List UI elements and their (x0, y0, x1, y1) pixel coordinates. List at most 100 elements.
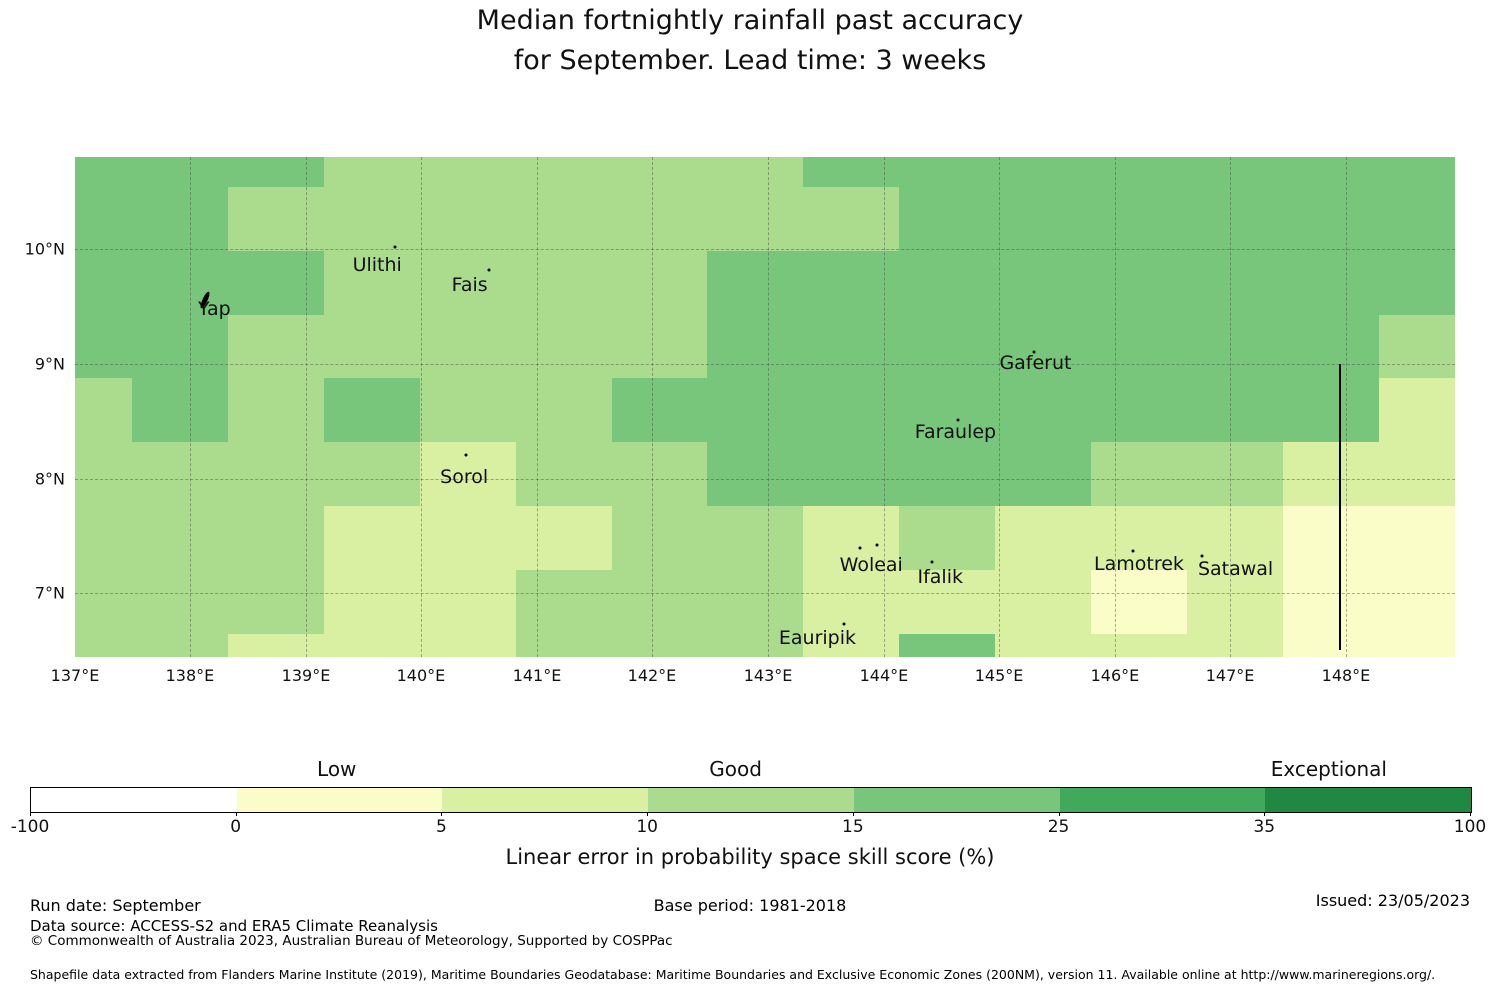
colorbar-category-exceptional: Exceptional (1270, 757, 1387, 781)
map-cell (1187, 570, 1284, 634)
map-cell (131, 315, 229, 378)
map-cell (420, 157, 517, 187)
map-cell (611, 315, 708, 378)
colorbar-category-low: Low (317, 757, 357, 781)
map-cell (1283, 634, 1379, 657)
colorbar-tick-label: -100 (10, 817, 50, 837)
map-cell (802, 251, 899, 315)
colorbar-tick-label: 5 (436, 817, 447, 837)
latitude-gridline (75, 249, 1455, 250)
map-cell (995, 506, 1091, 570)
map-cell (131, 187, 229, 251)
eez-boundary-line (1339, 364, 1342, 650)
map-cell (1090, 442, 1187, 506)
run-date-text: Run date: September (30, 896, 201, 915)
map-cell (1090, 570, 1187, 634)
island-label-faraulep: Faraulep (914, 421, 997, 443)
map-cell (1187, 634, 1284, 657)
map-cell (898, 187, 996, 251)
map-cell (611, 251, 708, 315)
faraulep-island-marker (956, 418, 960, 422)
map-cell (516, 157, 612, 187)
longitude-gridline (189, 157, 191, 657)
map-cell (1187, 378, 1284, 442)
longitude-gridline (306, 157, 307, 657)
map-cell (75, 378, 132, 442)
map-cell (420, 378, 517, 442)
map-cell (1090, 187, 1187, 251)
chart-title-line2: for September. Lead time: 3 weeks (513, 45, 987, 76)
y-tick-label: 10°N (24, 239, 65, 259)
colorbar-tick-label: 10 (636, 817, 658, 837)
colorbar-category-good: Good (709, 757, 762, 781)
map-cell (131, 378, 229, 442)
map-cell (323, 157, 420, 187)
island-label-fais: Fais (451, 274, 488, 296)
satawal-island-marker (1200, 554, 1204, 558)
map-cell (802, 570, 899, 634)
map-cell (1187, 187, 1284, 251)
colorbar-tickmark (1058, 812, 1060, 816)
chart-title-line1: Median fortnightly rainfall past accurac… (476, 5, 1024, 36)
map-cell (611, 378, 708, 442)
longitude-gridline (651, 157, 653, 657)
map-cell (516, 570, 612, 634)
map-cell (898, 251, 996, 315)
issued-date-text: Issued: 23/05/2023 (1315, 891, 1470, 910)
map-cell (516, 634, 612, 657)
map-cell (420, 187, 517, 251)
map-cell (228, 442, 324, 506)
map-cell (707, 442, 803, 506)
sorol-island-marker (464, 453, 468, 457)
map-cell (420, 442, 517, 506)
x-tick-label: 138°E (165, 666, 215, 685)
map-cell (228, 157, 324, 187)
y-tick-label: 8°N (34, 469, 65, 489)
island-label-sorol: Sorol (440, 466, 489, 488)
map-cell (131, 442, 229, 506)
map-cell (898, 378, 996, 442)
map-cell (420, 634, 517, 657)
colorbar-tickmark (1264, 812, 1266, 816)
map-cell (1090, 251, 1187, 315)
map-cell (995, 157, 1091, 187)
map-cell (707, 634, 803, 657)
island-label-lamotrek: Lamotrek (1094, 553, 1184, 575)
colorbar-segment--100-0 (31, 788, 237, 812)
map-cell (323, 442, 420, 506)
colorbar-tick-label: 15 (842, 817, 864, 837)
map-cell (516, 506, 612, 570)
latitude-gridline (75, 364, 1455, 365)
island-label-woleai: Woleai (839, 554, 903, 576)
map-cell (1283, 187, 1379, 251)
map-cell (131, 251, 229, 315)
colorbar-tickmark (1470, 812, 1471, 816)
longitude-gridline (1230, 157, 1232, 657)
x-tick-label: 148°E (1321, 666, 1371, 685)
colorbar (30, 787, 1472, 813)
map-cell (420, 315, 517, 378)
map-cell (131, 506, 229, 570)
map-cell (75, 315, 132, 378)
map-cell (131, 570, 229, 634)
map-cell (1187, 251, 1284, 315)
colorbar-axis-label: Linear error in probability space skill … (505, 845, 995, 869)
map-cell (802, 315, 899, 378)
map-cell (995, 634, 1091, 657)
map-cell (707, 251, 803, 315)
x-tick-label: 144°E (859, 666, 909, 685)
longitude-gridline (768, 157, 770, 657)
map-cell (611, 442, 708, 506)
map-cell (228, 315, 324, 378)
map-cell (228, 634, 324, 657)
colorbar-tickmark (647, 812, 649, 816)
y-tick-label: 9°N (34, 354, 65, 374)
map-cell (1378, 442, 1455, 506)
x-tick-label: 137°E (50, 666, 100, 685)
x-tick-label: 139°E (281, 666, 331, 685)
woleai-a-island-marker (858, 546, 862, 550)
map-cell (228, 570, 324, 634)
map-cell (75, 187, 132, 251)
map-cell (898, 315, 996, 378)
